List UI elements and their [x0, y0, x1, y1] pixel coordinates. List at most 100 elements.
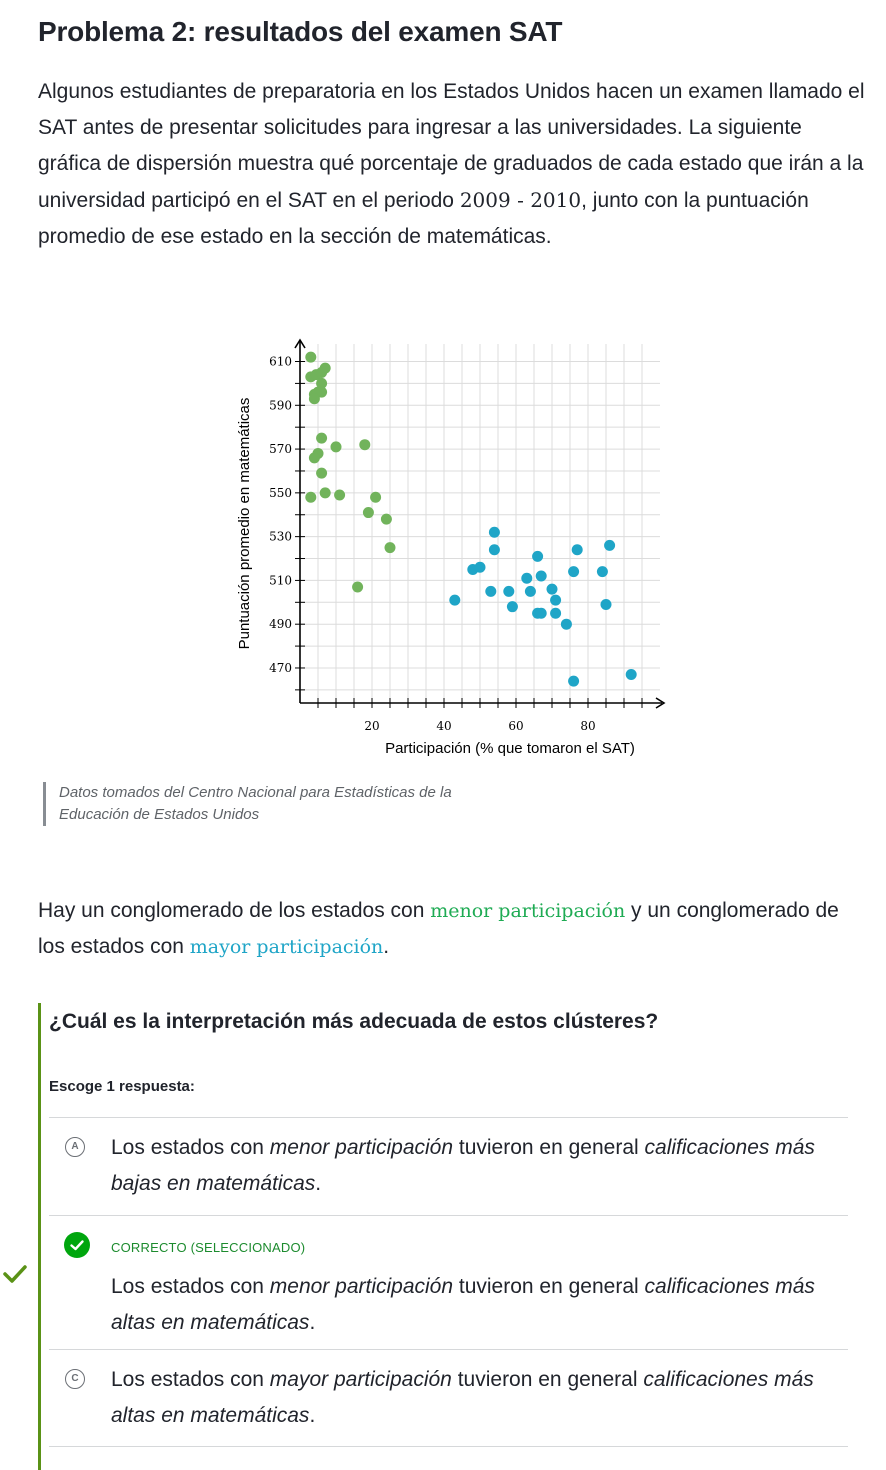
x-tick-label: 60: [508, 719, 523, 733]
choice-c-t3: .: [309, 1404, 316, 1427]
y-tick-label: 610: [269, 355, 292, 369]
low-participation-point: [334, 489, 346, 501]
correct-status-label: CORRECTO (SELECCIONADO): [111, 1240, 306, 1255]
choice-c[interactable]: C Los estados con mayor participación tu…: [49, 1349, 848, 1447]
high-participation-point: [568, 675, 580, 687]
low-participation-point: [316, 432, 328, 444]
high-participation-point: [604, 539, 616, 551]
cluster-description: Hay un conglomerado de los estados con m…: [38, 893, 868, 965]
high-participation-point: [600, 598, 612, 610]
high-participation-point: [535, 570, 547, 582]
cluster-text-2: y un conglomerado de los estados con: [38, 899, 839, 958]
choice-a[interactable]: A Los estados con menor participación tu…: [49, 1117, 848, 1216]
check-icon: [64, 1232, 90, 1258]
high-participation-point: [521, 572, 533, 584]
choice-c-e2: calificaciones más altas en matemáticas: [111, 1368, 814, 1427]
low-participation-point: [305, 491, 317, 503]
choice-c-text: Los estados con mayor participación tuvi…: [111, 1362, 846, 1434]
y-axis-label: Puntuación promedio en matemáticas: [236, 398, 253, 650]
choice-b-t2: tuvieron en general: [453, 1275, 645, 1298]
intro-text-2: , junto con la puntuación promedio de es…: [38, 189, 809, 248]
check-glyph-icon: [70, 1240, 84, 1251]
choice-c-t1: Los estados con: [111, 1368, 270, 1391]
high-participation-point: [571, 544, 583, 556]
high-participation-point: [506, 601, 518, 613]
data-source-caption: Datos tomados del Centro Nacional para E…: [43, 782, 519, 826]
choice-a-e2: calificaciones más bajas en matemáticas: [111, 1136, 815, 1195]
high-participation-point: [474, 561, 486, 573]
low-participation-point: [380, 513, 392, 525]
cluster-text-3: .: [383, 935, 390, 958]
x-tick-label: 80: [580, 719, 595, 733]
choice-b-e1: menor participación: [269, 1275, 454, 1298]
page-title: Problema 2: resultados del examen SAT: [38, 16, 563, 47]
choice-letter-a-icon: A: [65, 1137, 85, 1157]
high-participation-point: [485, 585, 497, 597]
low-participation-point: [319, 362, 331, 374]
high-participation-point: [546, 583, 558, 595]
choice-a-e1: menor participación: [269, 1136, 454, 1159]
low-participation-point: [305, 351, 317, 363]
y-tick-label: 550: [269, 486, 292, 500]
intro-paragraph: Algunos estudiantes de preparatoria en l…: [38, 74, 868, 255]
choice-c-t2: tuvieron en general: [451, 1368, 644, 1391]
choice-c-e1: mayor participación: [269, 1368, 452, 1391]
high-participation-point: [550, 607, 562, 619]
low-participation-point: [330, 441, 342, 453]
low-participation-point: [359, 439, 371, 451]
answered-correct-check-icon: [3, 1265, 27, 1283]
y-tick-label: 590: [269, 398, 292, 412]
choice-b-t1: Los estados con: [111, 1275, 270, 1298]
choice-b-e2: calificaciones más altas en matemáticas: [111, 1275, 815, 1334]
scatter-plot: 20 40 60 80 470 490 510 530 550 570 590 610 Particip…: [236, 338, 666, 757]
low-participation-label: menor participación: [430, 900, 626, 922]
choice-letter-c-icon: C: [65, 1369, 85, 1389]
choice-b-t3: .: [309, 1311, 316, 1334]
low-participation-point: [352, 581, 364, 593]
choice-a-t3: .: [315, 1172, 322, 1195]
low-participation-point: [362, 507, 374, 519]
high-participation-point: [449, 594, 461, 606]
choice-b-text: Los estados con menor participación tuvi…: [111, 1269, 846, 1341]
x-axis-arrow-icon: [655, 697, 666, 709]
high-participation-label: mayor participación: [189, 936, 384, 958]
low-participation-point: [370, 491, 382, 503]
x-axis-label: Participación (% que tomaron el SAT): [385, 740, 635, 757]
choice-a-t1: Los estados con: [111, 1136, 270, 1159]
intro-period: 2009 - 2010: [459, 188, 582, 212]
high-participation-point: [488, 526, 500, 538]
y-tick-label: 570: [269, 442, 292, 456]
intro-text-1: Algunos estudiantes de preparatoria en l…: [38, 80, 865, 212]
low-participation-point: [316, 386, 328, 398]
high-participation-point: [596, 566, 608, 578]
y-tick-label: 470: [269, 661, 292, 675]
high-participation-point: [532, 550, 544, 562]
y-tick-label: 490: [269, 617, 292, 631]
y-axis-arrow-icon: [294, 338, 306, 349]
high-participation-point: [625, 669, 637, 681]
low-participation-point: [319, 487, 331, 499]
high-participation-point: [503, 585, 515, 597]
choose-label: Escoge 1 respuesta:: [49, 1078, 195, 1095]
high-participation-point: [535, 607, 547, 619]
low-participation-point: [384, 542, 396, 554]
high-participation-point: [560, 618, 572, 630]
y-tick-label: 510: [269, 573, 292, 587]
low-participation-point: [308, 452, 320, 464]
low-participation-point: [316, 377, 328, 389]
high-participation-point: [568, 566, 580, 578]
x-tick-label: 40: [436, 719, 451, 733]
x-tick-label: 20: [364, 719, 379, 733]
question-block: ¿Cuál es la interpretación más adecuada …: [38, 1003, 849, 1470]
choice-b[interactable]: CORRECTO (SELECCIONADO) Los estados con …: [49, 1215, 848, 1350]
high-participation-point: [550, 594, 562, 606]
low-participation-point: [308, 393, 320, 405]
question-text: ¿Cuál es la interpretación más adecuada …: [49, 1010, 659, 1033]
high-participation-point: [488, 544, 500, 556]
y-tick-label: 530: [269, 530, 292, 544]
choice-a-t2: tuvieron en general: [453, 1136, 645, 1159]
high-participation-point: [524, 585, 536, 597]
choice-a-text: Los estados con menor participación tuvi…: [111, 1130, 846, 1202]
cluster-text-1: Hay un conglomerado de los estados con: [38, 899, 431, 922]
low-participation-point: [316, 467, 328, 479]
